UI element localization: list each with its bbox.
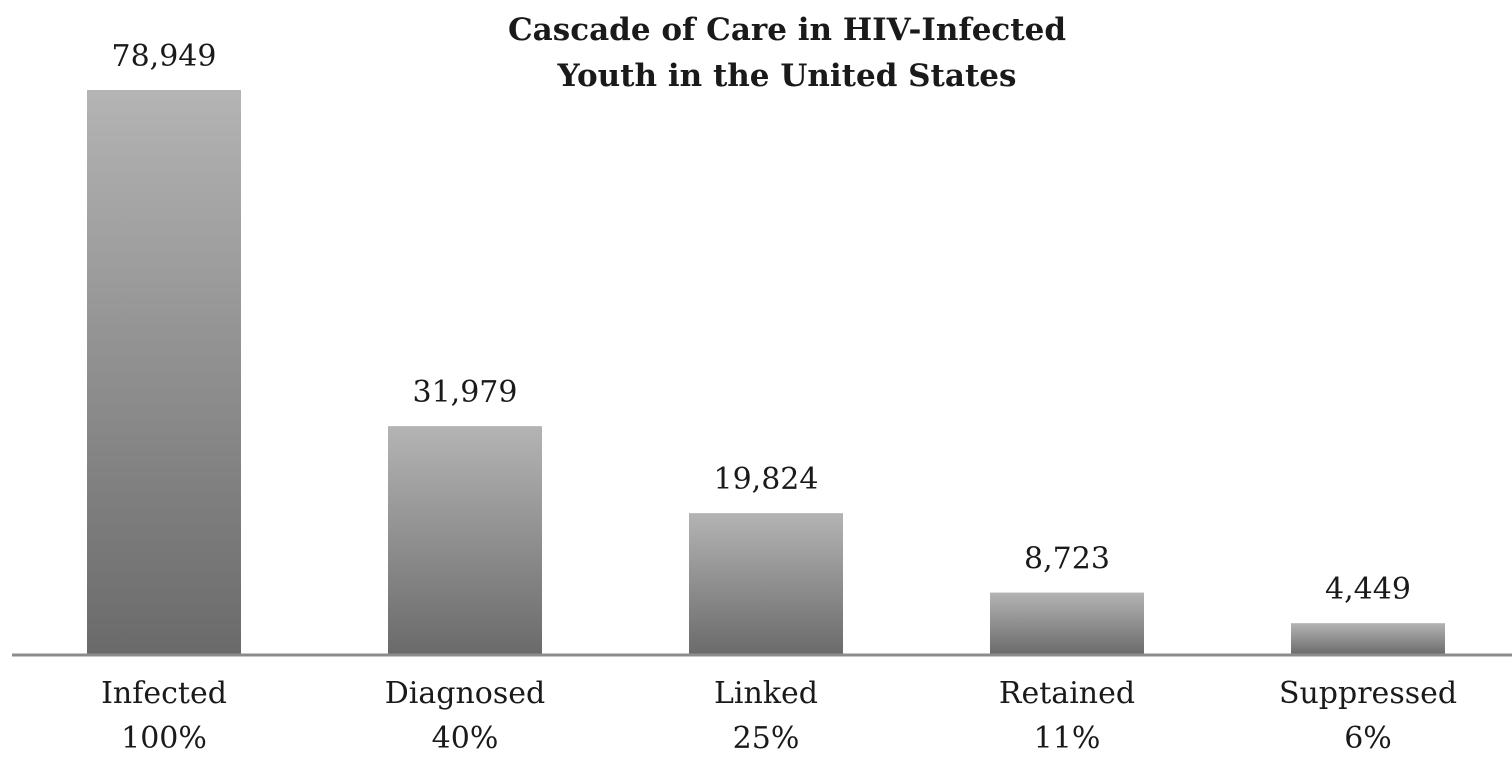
category-label-linked: Linked: [714, 676, 818, 711]
bars-layer: 78,949 Infected 100% 31,979 Diagnosed 40% 19,8…: [87, 39, 1457, 756]
category-label-diagnosed: Diagnosed: [385, 676, 545, 711]
value-label-linked: 19,824: [714, 462, 819, 497]
percent-label-diagnosed: 40%: [432, 721, 499, 756]
chart-title-line-1: Cascade of Care in HIV-Infected: [508, 12, 1066, 48]
percent-label-retained: 11%: [1034, 721, 1101, 756]
value-label-diagnosed: 31,979: [413, 375, 518, 410]
bar-diagnosed: [388, 426, 542, 655]
value-label-infected: 78,949: [112, 39, 217, 74]
value-label-suppressed: 4,449: [1325, 572, 1411, 607]
percent-label-infected: 100%: [121, 721, 207, 756]
percent-label-linked: 25%: [733, 721, 800, 756]
category-label-retained: Retained: [999, 676, 1135, 711]
bar-infected: [87, 90, 241, 655]
bar-linked: [689, 513, 843, 655]
value-label-retained: 8,723: [1024, 542, 1110, 577]
bar-suppressed: [1291, 623, 1445, 655]
bar-retained: [990, 592, 1144, 655]
chart-title-line-2: Youth in the United States: [557, 58, 1017, 94]
percent-label-suppressed: 6%: [1344, 721, 1392, 756]
category-label-suppressed: Suppressed: [1279, 676, 1457, 711]
category-label-infected: Infected: [101, 676, 227, 711]
